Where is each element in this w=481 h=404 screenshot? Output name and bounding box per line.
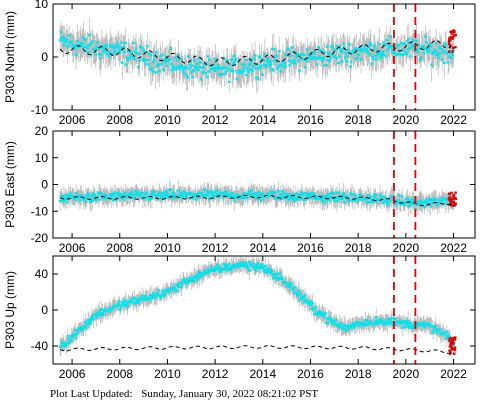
x-tick-label: 2016 [297,367,324,381]
x-tick-label: 2014 [249,241,276,255]
panel-2-data [58,256,457,364]
x-tick-label: 2012 [202,367,229,381]
x-tick-label: 2008 [106,367,133,381]
x-tick-label: 2010 [154,367,181,381]
panel-1-data [58,131,458,238]
y-tick-label: -20 [31,231,49,245]
y-tick-label: 0 [41,50,48,64]
x-tick-label: 2006 [59,367,86,381]
y-tick-label: 10 [35,151,49,165]
y-tick-label: -40 [31,339,49,353]
x-tick-label: 2022 [440,241,467,255]
y-tick-label: 10 [35,0,49,11]
data-points [58,30,455,84]
x-tick-label: 2008 [106,241,133,255]
panel-0-data [58,4,457,110]
footer-label: Plot Last Updated: [50,388,133,400]
x-tick-label: 2020 [393,241,420,255]
model-line [60,194,454,207]
panel-2: -40 0 40 2006 2008 2010 2012 2014 2016 2018 2020 20… [3,255,476,381]
x-tick-label: 2006 [59,113,86,127]
x-tick-label: 2018 [345,367,372,381]
x-tick-label: 2020 [393,367,420,381]
x-tick-label: 2018 [345,241,372,255]
footer-timestamp: Sunday, January 30, 2022 08:21:02 PST [141,388,319,400]
y-tick-label: 20 [35,124,49,138]
x-tick-label: 2020 [393,113,420,127]
y-tick-label: 0 [41,303,48,317]
x-tick-label: 2006 [59,241,86,255]
model-line [59,40,454,67]
panel-0: -10 0 10 2006 2008 2010 2012 2014 2016 2018 2020 20… [3,0,476,127]
data-points [58,260,455,349]
x-tick-label: 2008 [106,113,133,127]
y-axis-label: P303 Up (mm) [3,271,17,349]
model-line [60,345,454,354]
y-tick-label: 0 [41,178,48,192]
recent-points [447,191,458,207]
panel-frame [52,130,476,239]
x-tick-label: 2014 [249,367,276,381]
panel-1: -20 -10 0 10 20 2006 2008 2010 2012 2014 2016 2018 2… [3,124,476,255]
y-tick-label: 40 [35,267,49,281]
x-tick-label: 2010 [154,241,181,255]
x-tick-label: 2012 [202,241,229,255]
x-tick-label: 2022 [440,113,467,127]
y-tick-label: -10 [31,204,49,218]
y-tick-label: -10 [31,103,49,117]
x-tick-label: 2014 [249,113,276,127]
x-tick-label: 2010 [154,113,181,127]
x-tick-label: 2016 [297,241,324,255]
x-tick-label: 2016 [297,113,324,127]
y-axis-label: P303 East (mm) [3,141,17,228]
x-tick-label: 2018 [345,113,372,127]
footer: Plot Last Updated: Sunday, January 30, 2… [50,388,324,400]
x-tick-label: 2022 [440,367,467,381]
y-axis-label: P303 North (mm) [3,11,17,103]
recent-points [448,336,457,356]
x-tick-label: 2012 [202,113,229,127]
